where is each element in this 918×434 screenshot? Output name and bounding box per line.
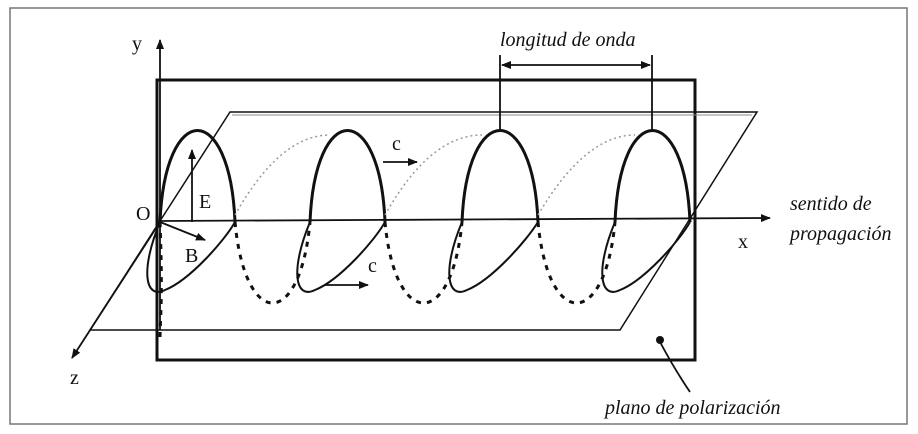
c-label: c [368,255,377,277]
e-label: E [199,191,211,213]
x-label: x [738,231,748,253]
z-label: z [70,367,79,389]
wave [146,129,692,341]
plane-dot [656,336,664,344]
origin-label: O [136,203,150,225]
y-label: y [132,33,142,55]
plane-label: plano de polarización [603,397,781,419]
frame [9,7,908,425]
b-label: B [185,245,198,267]
axes [71,39,771,359]
direction-label: propagación [788,223,891,245]
c-label: c [392,133,401,155]
wavelength-label: longitud de onda [500,29,636,51]
arrows [159,55,691,393]
direction-label: sentido de [790,193,872,215]
